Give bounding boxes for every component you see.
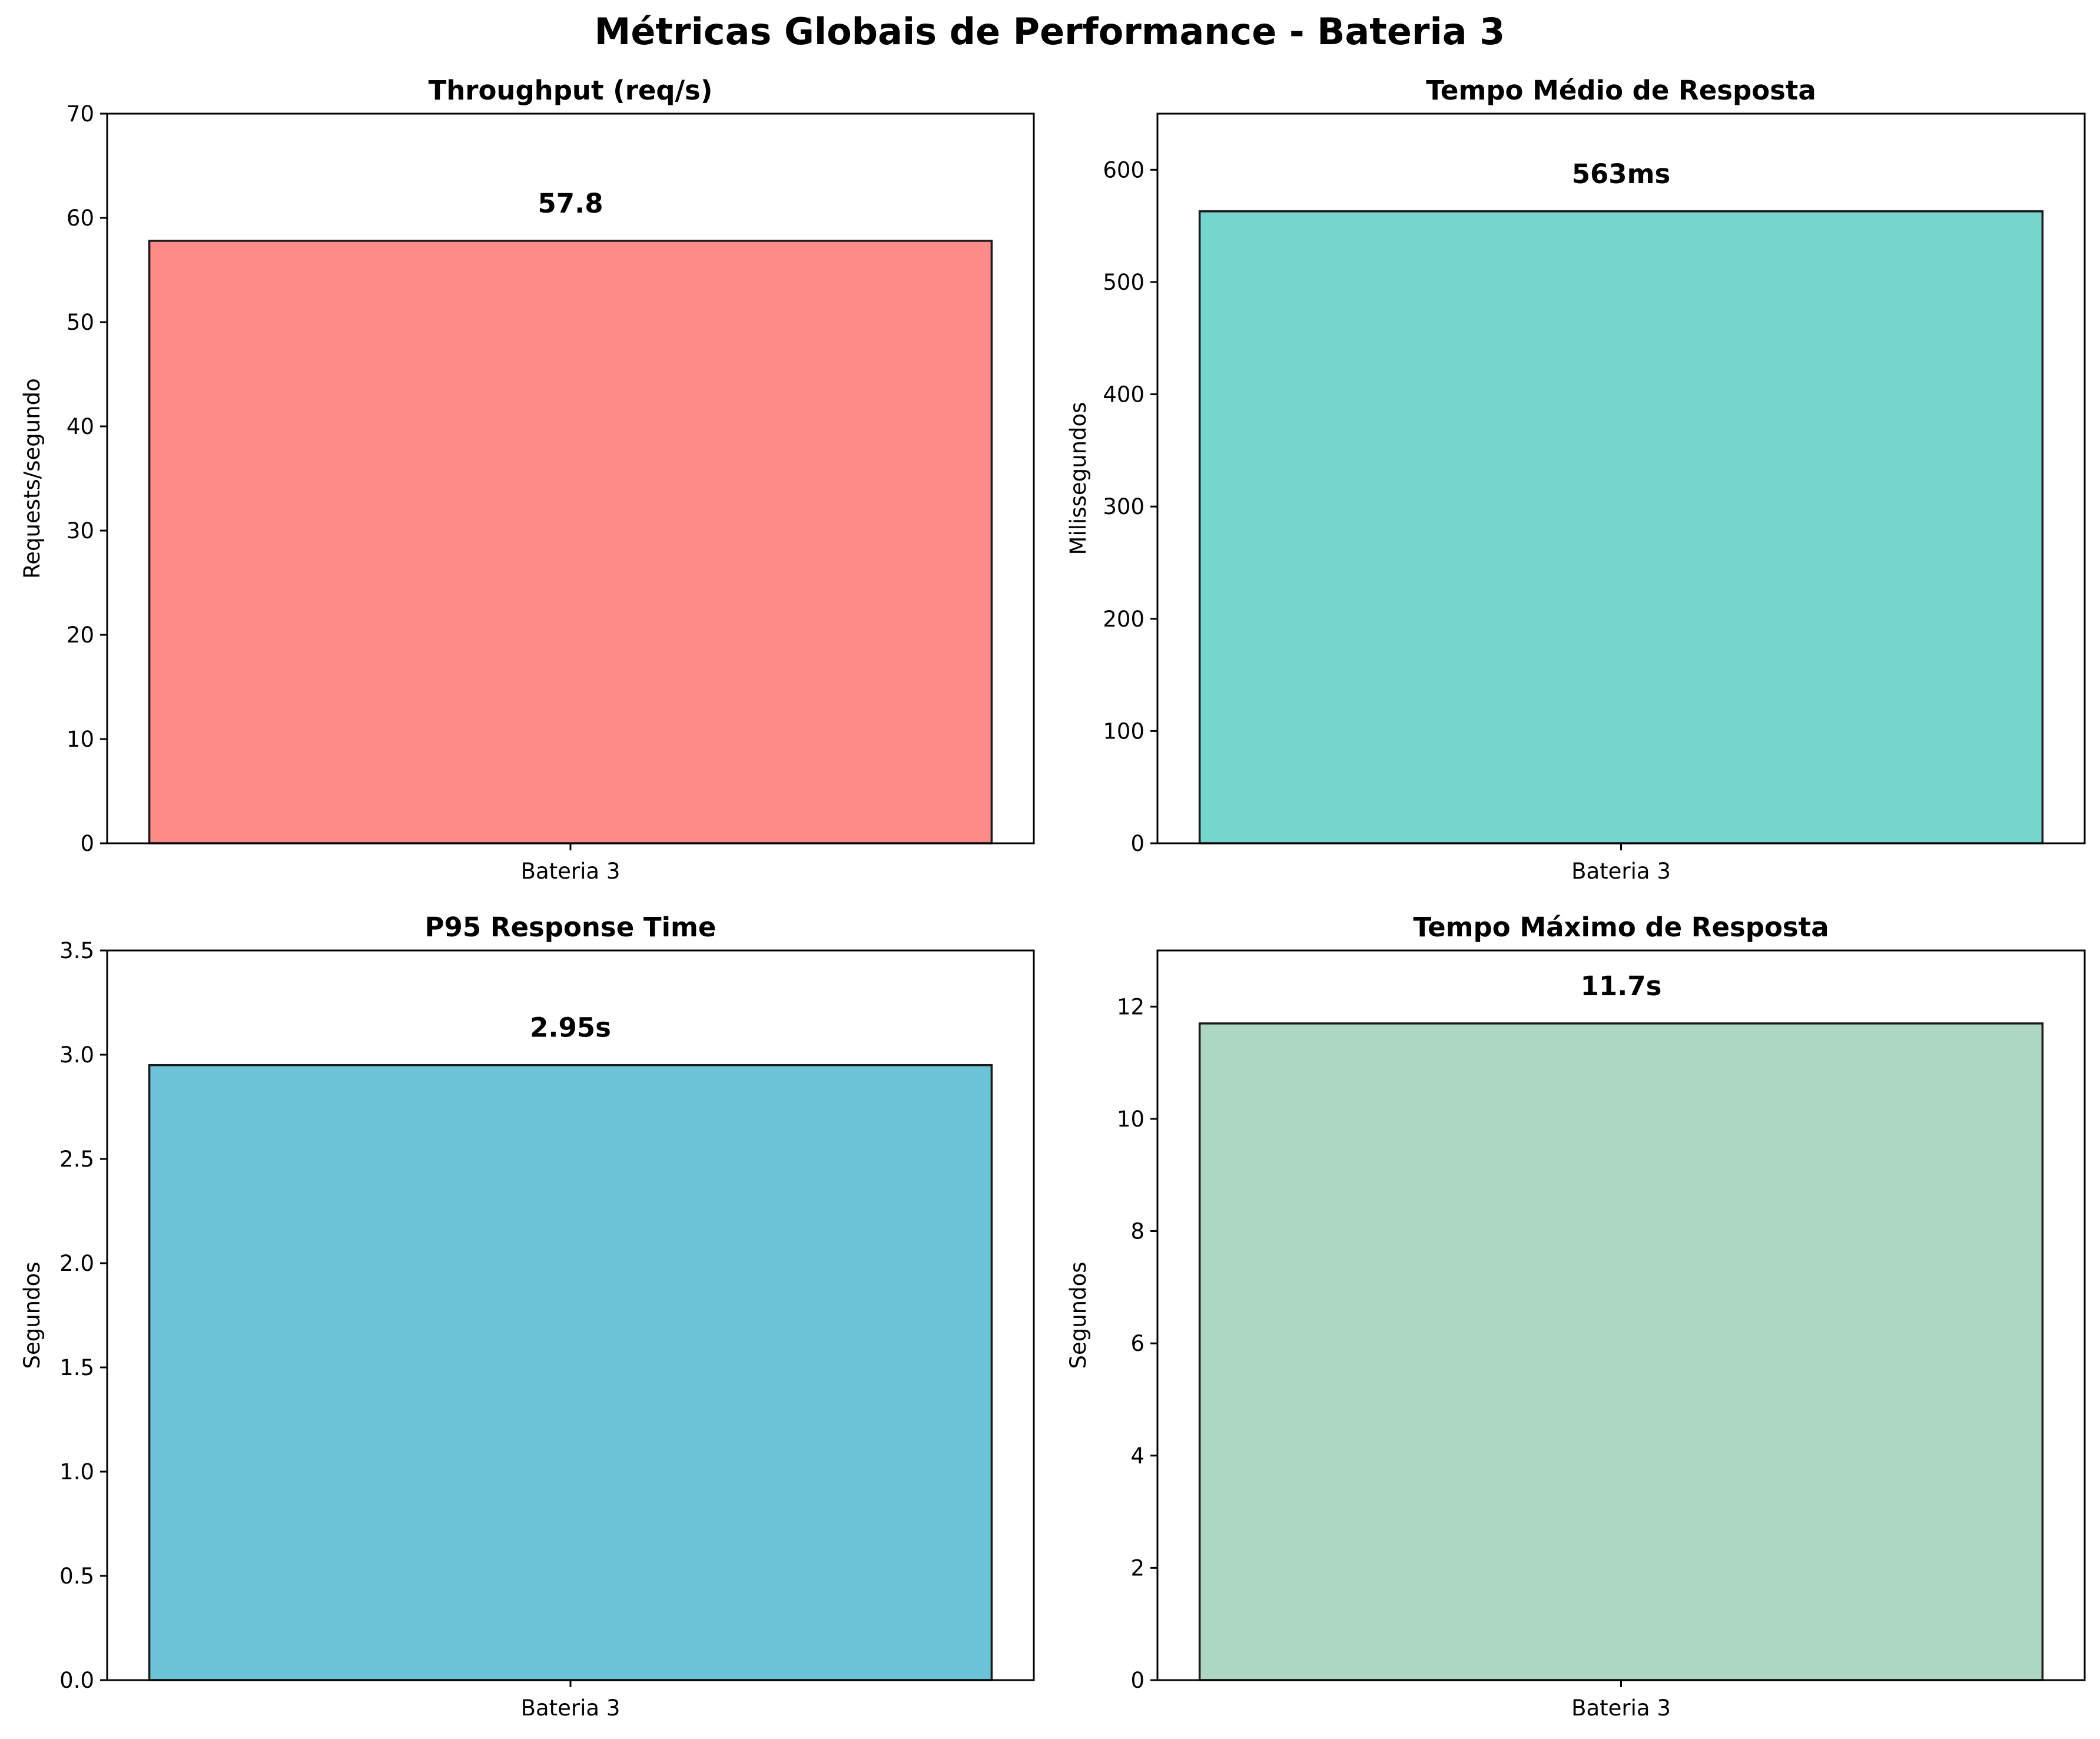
y-tick-label: 400 — [1103, 382, 1144, 408]
bar-bateria-3 — [1198, 210, 2044, 844]
subplot-title: Tempo Médio de Resposta — [1426, 75, 1816, 106]
y-tick-label: 6 — [1130, 1331, 1144, 1356]
y-tick-label: 100 — [1103, 718, 1144, 744]
y-tick-label: 500 — [1103, 270, 1144, 295]
y-tick-label: 30 — [67, 518, 94, 544]
y-tick-label: 2.0 — [59, 1251, 94, 1276]
subplot-1: 57.8 Bateria 3 0 10 20 30 40 50 60 70 Throughput (… — [19, 75, 1035, 884]
y-tick-label: 1.5 — [59, 1355, 94, 1380]
y-tick-label: 20 — [67, 622, 94, 648]
subplot-3: 2.95s Bateria 3 0.0 0.5 1.0 1.5 2.0 2.5 3.0 3.5 P9… — [19, 912, 1035, 1721]
y-tick-label: 2.5 — [59, 1147, 94, 1172]
y-tick-label: 3.5 — [59, 938, 94, 963]
subplot-title: Tempo Máximo de Resposta — [1413, 912, 1829, 943]
bar-bateria-3 — [1198, 1022, 2044, 1681]
y-tick-label: 300 — [1103, 494, 1144, 519]
x-tick-label: Bateria 3 — [1571, 1695, 1671, 1721]
y-axis-label: Segundos — [1066, 1261, 1091, 1369]
axes-frame — [106, 949, 1035, 1681]
y-axis-label: Milissegundos — [1066, 402, 1091, 555]
bar-bateria-3 — [148, 240, 993, 844]
y-tick-label: 60 — [67, 206, 94, 231]
subplot-title: Throughput (req/s) — [429, 75, 713, 106]
axes-frame — [1156, 112, 2086, 844]
axes-frame — [106, 112, 1035, 844]
y-tick-label: 0 — [1130, 831, 1144, 856]
subplot-title: P95 Response Time — [425, 912, 716, 943]
y-tick-label: 200 — [1103, 607, 1144, 632]
y-tick-label: 2 — [1130, 1555, 1144, 1581]
y-tick-label: 40 — [67, 414, 94, 439]
y-tick-label: 0.5 — [59, 1564, 94, 1589]
data-label: 11.7s — [1581, 970, 1662, 1002]
y-tick-label: 0.0 — [59, 1668, 94, 1693]
y-tick-label: 50 — [67, 310, 94, 335]
y-tick-label: 70 — [67, 101, 94, 127]
y-tick-label: 10 — [1117, 1107, 1144, 1132]
subplot-4: 11.7s Bateria 3 0 2 4 6 8 10 12 Tempo Máximo de R… — [1066, 912, 2086, 1721]
y-tick-label: 10 — [67, 727, 94, 752]
y-axis-label: Segundos — [19, 1261, 45, 1369]
axes-frame — [1156, 949, 2086, 1681]
data-label: 563ms — [1572, 158, 1671, 190]
y-tick-label: 1.0 — [59, 1459, 94, 1485]
subplot-2: 563ms Bateria 3 0 100 200 300 400 500 600 Tempo M… — [1066, 75, 2086, 884]
bar-bateria-3 — [148, 1064, 993, 1681]
y-tick-label: 12 — [1117, 994, 1144, 1019]
x-tick-label: Bateria 3 — [1571, 859, 1671, 884]
y-tick-label: 600 — [1103, 157, 1144, 183]
y-tick-label: 0 — [1130, 1668, 1144, 1693]
figure-title: Métricas Globais de Performance - Bateri… — [595, 10, 1505, 53]
data-label: 57.8 — [538, 188, 603, 219]
y-axis-label: Requests/segundo — [19, 378, 45, 579]
x-tick-label: Bateria 3 — [521, 859, 621, 884]
y-tick-label: 4 — [1130, 1443, 1144, 1469]
y-tick-label: 8 — [1130, 1219, 1144, 1244]
x-tick-label: Bateria 3 — [521, 1695, 621, 1721]
y-tick-label: 0 — [80, 831, 94, 856]
y-tick-label: 3.0 — [59, 1042, 94, 1068]
data-label: 2.95s — [530, 1012, 611, 1044]
